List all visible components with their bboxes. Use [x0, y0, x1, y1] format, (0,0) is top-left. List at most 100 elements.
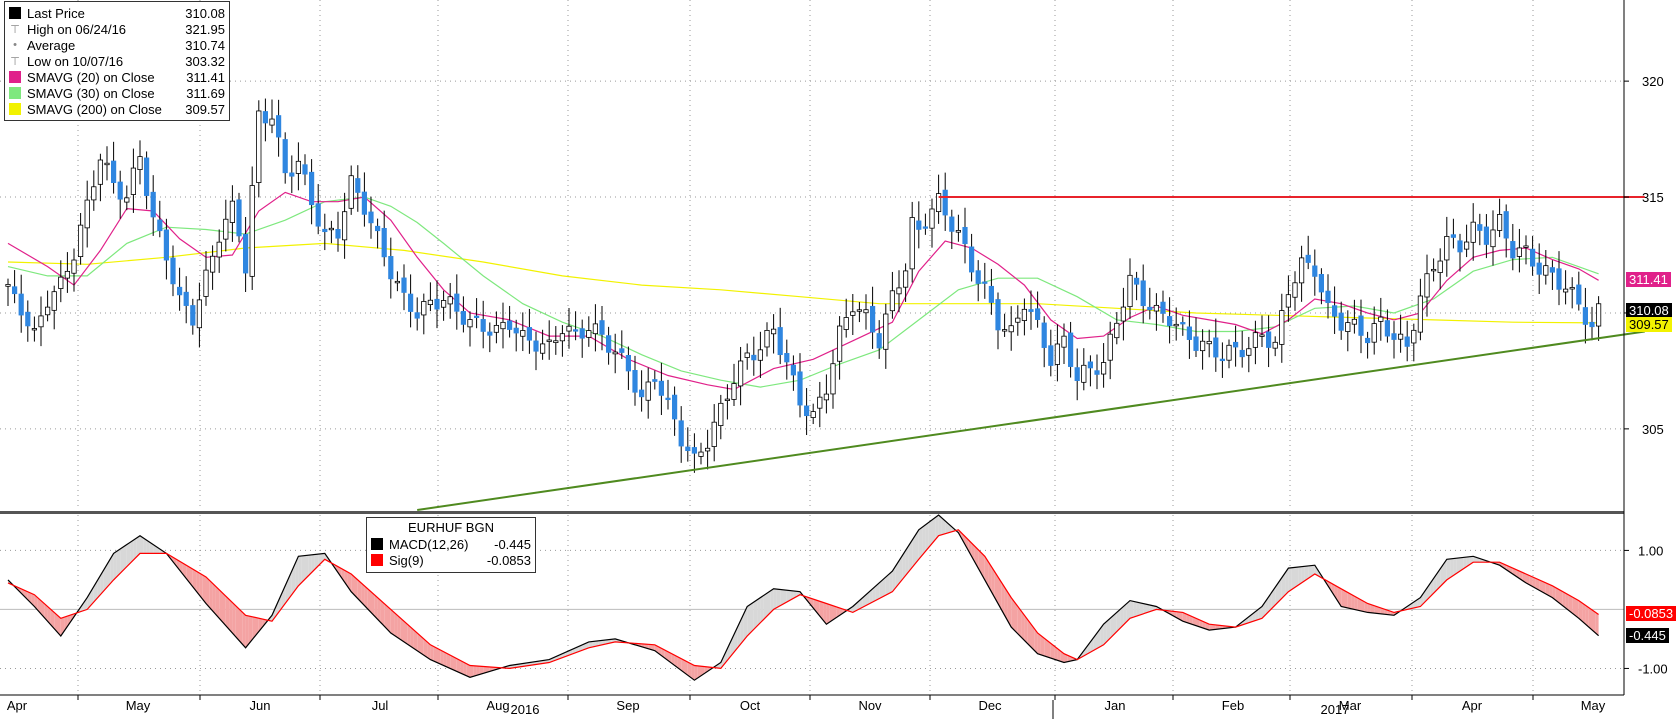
candle-body: [11, 286, 18, 295]
macd-fill: [1549, 584, 1553, 598]
macd-fill: [1024, 615, 1028, 644]
macd-fill: [417, 633, 421, 653]
candle-body: [124, 197, 130, 203]
legend-value: 309.57: [185, 101, 225, 117]
candle-body: [1384, 320, 1390, 337]
candle-body: [632, 370, 638, 393]
candle-body: [407, 293, 414, 312]
macd-fill: [651, 644, 655, 651]
macd-fill: [450, 655, 454, 670]
candle-body: [427, 299, 434, 306]
candle-body: [111, 160, 117, 184]
candle-body: [1246, 348, 1252, 356]
candle-body: [995, 299, 1001, 331]
legend-label: SMAVG (200) on Close: [27, 101, 162, 117]
candle-body: [883, 313, 889, 350]
candle-body: [447, 296, 453, 305]
macd-fill: [54, 612, 58, 633]
macd-fill: [1443, 559, 1447, 584]
legend-label: MACD(12,26): [389, 536, 469, 552]
macd-fill: [932, 517, 936, 544]
candle-body: [361, 191, 368, 215]
macd-fill: [1281, 572, 1286, 599]
macd-fill: [833, 605, 837, 620]
macd-fill: [298, 555, 302, 586]
candle-body: [196, 299, 202, 329]
macd-fill: [786, 590, 791, 603]
macd-fill: [1209, 624, 1213, 631]
macd-fill: [1143, 603, 1147, 614]
macd-fill: [757, 597, 761, 627]
candle-body: [401, 277, 407, 293]
macd-fill: [1100, 624, 1104, 647]
candle-body: [771, 328, 777, 335]
macd-fill: [908, 540, 913, 572]
macd-fill: [1106, 618, 1111, 642]
macd-fill: [1064, 653, 1068, 663]
macd-fill: [1126, 600, 1130, 622]
axis-value-tag: 311.41: [1626, 272, 1671, 287]
macd-fill: [113, 551, 117, 580]
macd-fill: [674, 655, 678, 668]
macd-fill: [341, 568, 345, 583]
macd-fill: [902, 550, 906, 580]
macd-fill: [1219, 625, 1223, 629]
macd-fill: [239, 608, 243, 645]
candle-body: [487, 331, 493, 336]
macd-fill: [186, 565, 190, 583]
macd-fill: [717, 662, 721, 669]
candle-body: [1114, 322, 1120, 339]
candle-body: [1391, 333, 1397, 340]
macd-fill: [1466, 556, 1470, 567]
macd-fill: [146, 540, 150, 554]
macd-fill: [602, 640, 606, 645]
candle-body: [922, 226, 929, 229]
macd-fill: [1542, 581, 1546, 594]
candle-body: [936, 193, 942, 213]
macd-fill: [255, 617, 259, 636]
candle-body: [355, 178, 361, 193]
candle-body: [388, 256, 394, 280]
macd-fill: [948, 523, 952, 533]
macd-fill: [215, 586, 220, 619]
candle-body: [1477, 224, 1483, 231]
macd-fill: [928, 519, 932, 548]
legend-label: Sig(9): [389, 552, 424, 568]
macd-fill: [1133, 601, 1137, 618]
macd-fill: [371, 591, 375, 616]
macd-fill: [1291, 567, 1295, 590]
macd-fill: [1354, 596, 1358, 611]
legend-swatch: [9, 103, 21, 115]
macd-fill: [595, 640, 599, 647]
year-label: 2017: [1321, 702, 1350, 717]
candle-body: [78, 224, 84, 258]
candle-body: [242, 233, 249, 274]
candle-body: [1127, 274, 1133, 308]
month-label: Apr: [7, 698, 28, 713]
candle-body: [988, 285, 995, 303]
candle-body: [916, 220, 922, 230]
candle-body: [1081, 364, 1087, 383]
macd-fill: [677, 656, 682, 671]
candle-body: [850, 311, 856, 316]
month-label: Sep: [616, 698, 639, 713]
macd-fill: [1040, 635, 1045, 656]
macd-fill: [988, 561, 992, 592]
candle-body: [949, 216, 955, 232]
legend-entry: ⊤ High on 06/24/16 321.95: [9, 21, 225, 37]
candle-body: [1431, 268, 1437, 272]
macd-fill: [1278, 577, 1282, 602]
macd-fill: [245, 615, 249, 648]
macd-fill: [1215, 624, 1220, 630]
macd-fill: [192, 569, 197, 591]
candle-body: [368, 211, 374, 224]
candle-body: [645, 381, 651, 401]
candle-body: [546, 339, 552, 342]
candle-body: [1318, 274, 1324, 293]
legend-swatch: [9, 71, 21, 83]
macd-fill: [1021, 610, 1025, 641]
macd-fill: [585, 641, 589, 650]
candle-body: [25, 311, 31, 327]
macd-fill: [849, 606, 853, 613]
